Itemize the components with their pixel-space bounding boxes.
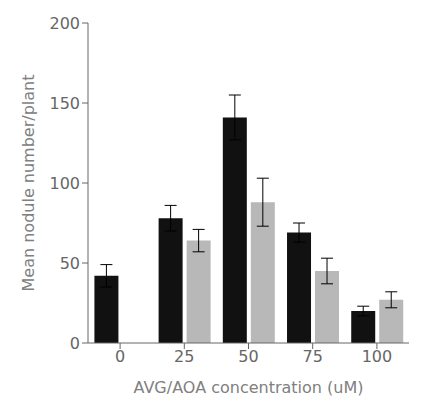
svg-text:0: 0 xyxy=(115,347,125,366)
svg-text:200: 200 xyxy=(49,14,80,33)
svg-text:25: 25 xyxy=(174,347,194,366)
svg-text:0: 0 xyxy=(70,334,80,353)
svg-text:50: 50 xyxy=(60,254,80,273)
svg-text:150: 150 xyxy=(49,94,80,113)
svg-text:100: 100 xyxy=(362,347,393,366)
svg-text:AVG/AOA concentration (uM): AVG/AOA concentration (uM) xyxy=(134,378,364,397)
svg-text:Mean nodule number/plant: Mean nodule number/plant xyxy=(19,75,38,292)
svg-text:50: 50 xyxy=(238,347,258,366)
svg-text:75: 75 xyxy=(303,347,323,366)
svg-text:100: 100 xyxy=(49,174,80,193)
